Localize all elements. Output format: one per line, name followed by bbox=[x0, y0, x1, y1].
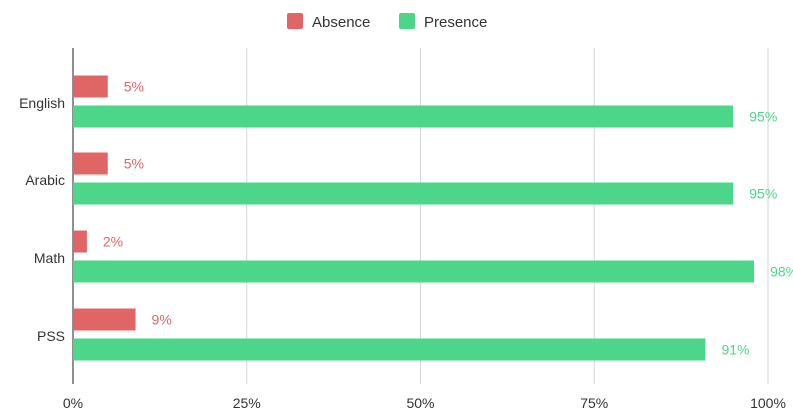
bar-absence-arabic bbox=[73, 152, 108, 175]
category-label-english: English bbox=[19, 95, 65, 111]
x-tick-label: 0% bbox=[63, 395, 83, 411]
bar-presence-pss bbox=[73, 338, 706, 361]
legend-label-presence: Presence bbox=[424, 14, 487, 31]
x-tick-label: 50% bbox=[406, 395, 434, 411]
legend-label-absence: Absence bbox=[312, 14, 370, 31]
data-label-absence-arabic: 5% bbox=[124, 156, 144, 172]
bar-absence-pss bbox=[73, 308, 136, 331]
x-axis-tick-labels: 0% 25% 50% 75% 100% bbox=[63, 395, 786, 411]
bar-presence-math bbox=[73, 260, 755, 283]
bar-presence-arabic bbox=[73, 182, 734, 205]
bar-absence-math bbox=[73, 230, 87, 253]
category-label-pss: PSS bbox=[37, 328, 65, 344]
data-label-presence-pss: 91% bbox=[721, 342, 749, 358]
data-label-presence-english: 95% bbox=[749, 109, 777, 125]
category-label-math: Math bbox=[34, 250, 65, 266]
x-tick-label: 100% bbox=[750, 395, 786, 411]
legend-swatch-absence bbox=[287, 13, 303, 29]
bars: 5% 95% 5% 95% 2% 98% 9% 91% bbox=[73, 75, 793, 361]
data-label-presence-arabic: 95% bbox=[749, 186, 777, 202]
legend: Absence Presence bbox=[287, 13, 487, 31]
data-label-absence-math: 2% bbox=[103, 234, 123, 250]
bar-presence-english bbox=[73, 105, 734, 128]
data-label-absence-english: 5% bbox=[124, 79, 144, 95]
data-label-absence-pss: 9% bbox=[152, 312, 172, 328]
category-label-arabic: Arabic bbox=[25, 172, 65, 188]
gridlines bbox=[72, 48, 769, 384]
x-tick-label: 25% bbox=[233, 395, 261, 411]
x-tick-label: 75% bbox=[580, 395, 608, 411]
legend-swatch-presence bbox=[399, 13, 415, 29]
data-label-presence-math: 98% bbox=[770, 264, 793, 280]
category-labels: English Arabic Math PSS bbox=[19, 95, 65, 344]
bar-absence-english bbox=[73, 75, 108, 98]
